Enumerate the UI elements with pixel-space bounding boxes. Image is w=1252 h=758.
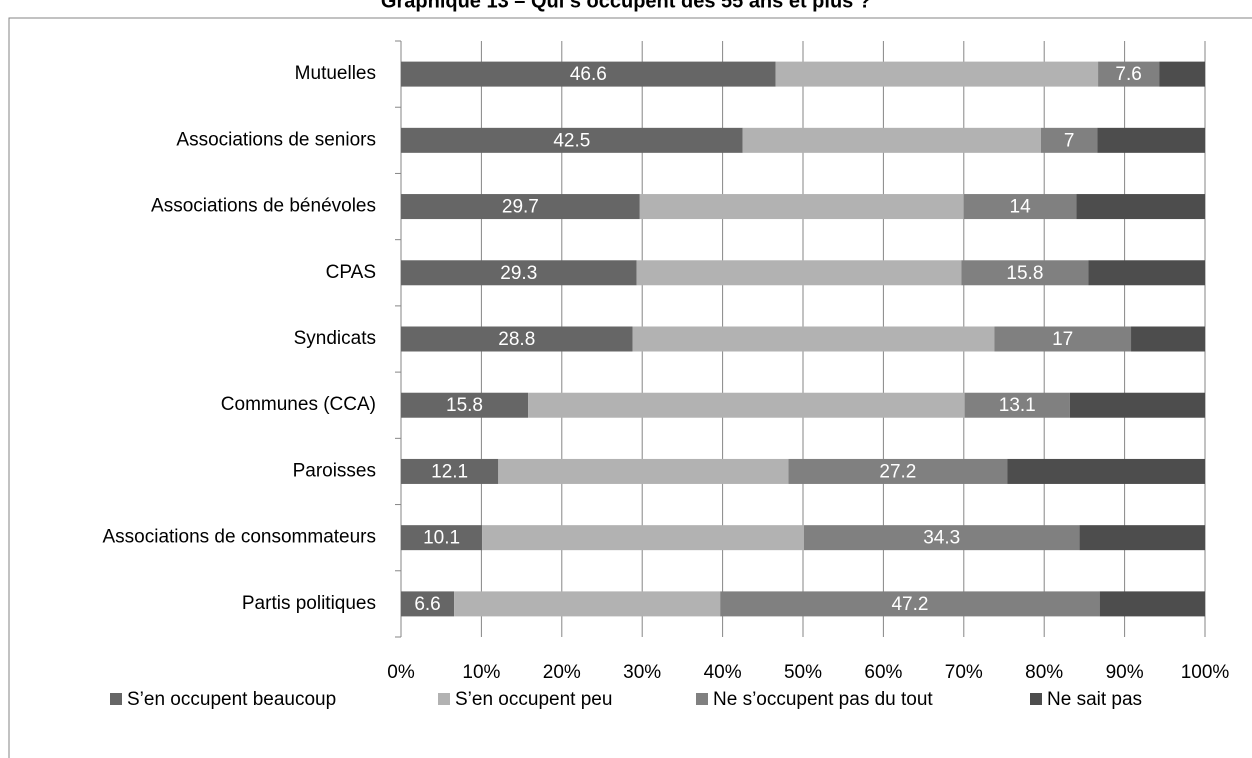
bar-segment: [994, 326, 1132, 352]
data-label: 47.2: [891, 594, 928, 615]
y-tick-label: Syndicats: [294, 328, 376, 349]
bar-segment: [636, 260, 962, 286]
data-label: 15.8: [1006, 263, 1043, 284]
bar-segment: [632, 326, 995, 352]
bar-segment: [1098, 61, 1160, 87]
data-label: 14: [1010, 197, 1032, 218]
bar-segment: [1076, 194, 1205, 220]
y-tick-label: CPAS: [326, 262, 376, 283]
data-label: 17: [1052, 329, 1073, 350]
data-label: 27.2: [879, 461, 916, 482]
bar-segment: [401, 127, 743, 153]
x-tick-label: 10%: [462, 662, 500, 683]
x-tick-label: 70%: [945, 662, 983, 683]
bar-segment: [964, 392, 1070, 418]
legend-swatch: [1030, 693, 1042, 705]
bar-segment: [482, 525, 804, 551]
bar-segment: [454, 591, 721, 617]
legend-swatch: [110, 693, 122, 705]
x-tick-label: 20%: [543, 662, 581, 683]
bar-segment: [401, 326, 633, 352]
bar-segment: [1040, 127, 1098, 153]
x-tick-label: 80%: [1025, 662, 1063, 683]
bar-segment: [1097, 127, 1205, 153]
chart-title: Graphique 13 – Qui s’occupent des 55 ans…: [381, 0, 871, 12]
legend-swatch: [438, 693, 450, 705]
data-label: 42.5: [553, 130, 590, 151]
bar-segment: [1079, 525, 1205, 551]
legend-label: S’en occupent peu: [455, 689, 612, 710]
y-tick-label: Communes (CCA): [221, 394, 376, 415]
data-label: 6.6: [414, 594, 440, 615]
y-tick-label: Associations de bénévoles: [151, 196, 376, 217]
data-label: 12.1: [431, 461, 468, 482]
legend-label: Ne s’occupent pas du tout: [713, 689, 933, 710]
legend-label: S’en occupent beaucoup: [127, 689, 336, 710]
y-tick-label: Associations de consommateurs: [102, 527, 376, 548]
bar-segment: [639, 194, 964, 220]
legend-label: Ne sait pas: [1047, 689, 1142, 710]
bar-segment: [401, 591, 455, 617]
chart-border: [8, 17, 1252, 758]
bar-segment: [1088, 260, 1205, 286]
x-tick-label: 50%: [784, 662, 822, 683]
bar-segment: [401, 525, 483, 551]
y-tick-label: Associations de seniors: [176, 129, 376, 150]
bar-segment: [1131, 326, 1205, 352]
bar-segment: [1099, 591, 1205, 617]
data-label: 29.3: [500, 263, 537, 284]
data-label: 46.6: [570, 64, 607, 85]
x-tick-label: 30%: [623, 662, 661, 683]
bar-segment: [1159, 61, 1205, 87]
bar-segment: [401, 260, 637, 286]
y-tick-label: Partis politiques: [242, 593, 376, 614]
bar-segment: [961, 260, 1089, 286]
bar-segment: [401, 194, 640, 220]
bar-segment: [528, 392, 965, 418]
data-label: 7: [1064, 130, 1075, 151]
data-label: 15.8: [446, 395, 483, 416]
bar-segment: [1007, 458, 1205, 484]
y-tick-label: Mutuelles: [295, 63, 376, 84]
x-tick-label: 90%: [1106, 662, 1144, 683]
bar-segment: [803, 525, 1080, 551]
bar-segment: [963, 194, 1077, 220]
data-label: 13.1: [999, 395, 1036, 416]
data-label: 10.1: [423, 528, 460, 549]
x-tick-label: 100%: [1181, 662, 1230, 683]
legend-swatch: [696, 693, 708, 705]
data-label: 29.7: [502, 197, 539, 218]
bar-segment: [401, 392, 529, 418]
data-label: 28.8: [498, 329, 535, 350]
y-tick-label: Paroisses: [293, 460, 376, 481]
bar-segment: [788, 458, 1008, 484]
bar-segment: [401, 458, 499, 484]
bar-segment: [720, 591, 1100, 617]
data-label: 34.3: [923, 528, 960, 549]
x-tick-label: 60%: [864, 662, 902, 683]
x-tick-label: 40%: [704, 662, 742, 683]
bar-segment: [498, 458, 789, 484]
bar-segment: [1069, 392, 1205, 418]
x-tick-label: 0%: [387, 662, 415, 683]
bar-segment: [775, 61, 1099, 87]
data-label: 7.6: [1115, 64, 1141, 85]
bar-segment: [742, 127, 1041, 153]
bar-segment: [401, 61, 776, 87]
